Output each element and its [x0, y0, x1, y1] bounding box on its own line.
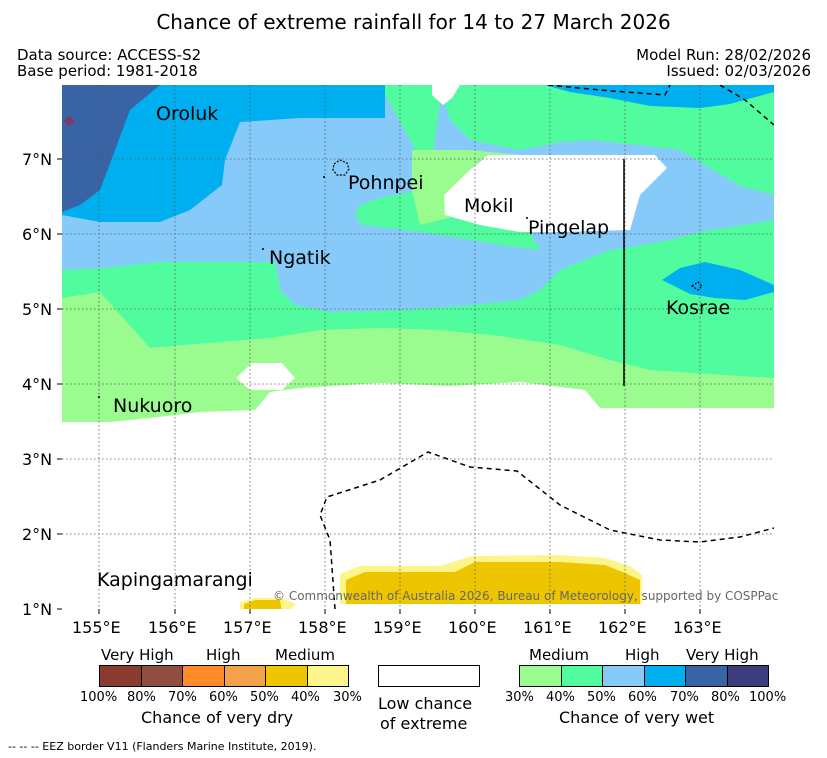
place-pingelap: Pingelap	[528, 217, 610, 239]
place-pohnpei: Pohnpei	[348, 172, 424, 194]
pingelap-marker	[526, 217, 528, 219]
lat-label-6n: 6°N	[22, 225, 53, 244]
dry-legend-swatch	[141, 666, 183, 686]
dry-pct-50: 50%	[250, 690, 279, 705]
wet-60-70-kosrae-area	[662, 262, 774, 300]
wet-legend-swatch	[603, 666, 645, 686]
wet-legend-swatch	[686, 666, 728, 686]
low-chance-patch-top	[432, 85, 460, 105]
dry-legend-swatch	[266, 666, 308, 686]
wet-legend-header-high: High	[625, 646, 660, 664]
dry-legend-swatch	[183, 666, 225, 686]
lon-label-161e: 161°E	[523, 618, 572, 637]
lon-label-162e: 162°E	[598, 618, 647, 637]
dry-legend-header-medium: Medium	[275, 646, 335, 664]
dry-pct-40: 40%	[291, 690, 320, 705]
wet-legend-swatch	[644, 666, 686, 686]
place-mokil: Mokil	[464, 195, 514, 217]
lon-label-158e: 158°E	[298, 618, 347, 637]
copyright-text: © Commonwealth of Australia 2026, Bureau…	[273, 589, 779, 603]
wet-pct-70: 70%	[670, 690, 699, 705]
lon-label-159e: 159°E	[373, 618, 422, 637]
dry-legend-colorbar	[99, 665, 349, 687]
pohnpei-islet-marker	[323, 176, 325, 178]
place-kapingamarangi: Kapingamarangi	[97, 569, 253, 591]
wet-legend-label: Chance of very wet	[559, 708, 715, 727]
dry-pct-100: 100%	[80, 690, 118, 705]
chart-title: Chance of extreme rainfall for 14 to 27 …	[156, 10, 671, 34]
lon-label-155e: 155°E	[72, 618, 121, 637]
lon-label-160e: 160°E	[448, 618, 497, 637]
lat-label-1n: 1°N	[22, 600, 53, 619]
lon-label-163e: 163°E	[673, 618, 722, 637]
neutral-legend-label-line2: of extreme	[380, 714, 468, 733]
lat-label-5n: 5°N	[22, 300, 53, 319]
wet-60-70-area	[62, 85, 385, 222]
wet-legend-swatch	[520, 666, 562, 686]
lat-label-7n: 7°N	[22, 150, 53, 169]
place-nukuoro: Nukuoro	[113, 395, 193, 417]
lat-label-2n: 2°N	[22, 525, 53, 544]
lat-label-3n: 3°N	[22, 450, 53, 469]
neutral-legend-box	[378, 665, 480, 687]
pohnpei-island	[332, 159, 350, 176]
low-chance-patch-mokil	[444, 155, 667, 232]
neutral-legend-label-line1: Low chance	[378, 694, 473, 713]
model-run-text: Model Run: 28/02/2026	[636, 46, 811, 64]
wet-pct-40: 40%	[546, 690, 575, 705]
wet-70-80-area	[62, 85, 160, 212]
wet-pct-50: 50%	[587, 690, 616, 705]
place-oroluk: Oroluk	[156, 103, 219, 125]
wet-legend-swatch	[561, 666, 603, 686]
lon-label-156e: 156°E	[148, 618, 197, 637]
dry-pct-60: 60%	[209, 690, 238, 705]
place-kosrae: Kosrae	[666, 297, 731, 319]
dry-pct-80: 80%	[127, 690, 156, 705]
low-chance-patch-ngatik	[236, 363, 295, 390]
dry-legend-swatch	[100, 666, 142, 686]
kosrae-island	[690, 281, 703, 291]
gridlines	[62, 85, 774, 609]
base-period-text: Base period: 1981-2018	[17, 62, 198, 80]
wet-pct-80: 80%	[711, 690, 740, 705]
axis-ticks	[57, 158, 701, 614]
ngatik-marker	[262, 248, 264, 250]
wet-legend-header-very-high: Very High	[686, 646, 759, 664]
dry-legend-header-very-high: Very High	[101, 646, 174, 664]
map-layers	[62, 85, 774, 609]
dry-pct-70: 70%	[168, 690, 197, 705]
dry-legend-swatch	[307, 666, 348, 686]
dry-legend-swatch	[224, 666, 266, 686]
issued-text: Issued: 02/03/2026	[666, 62, 811, 80]
wet-pct-30: 30%	[505, 690, 534, 705]
data-source-text: Data source: ACCESS-S2	[17, 46, 202, 64]
oroluk-marker	[64, 115, 74, 127]
lon-label-157e: 157°E	[223, 618, 272, 637]
dry-legend-label: Chance of very dry	[141, 708, 294, 727]
eez-footnote: -- -- -- EEZ border V11 (Flanders Marine…	[8, 740, 317, 753]
dry-40-50-area	[346, 562, 640, 604]
wet-pct-100: 100%	[749, 690, 787, 705]
dry-legend-header-high: High	[206, 646, 241, 664]
wet-legend-colorbar	[519, 665, 769, 687]
wet-legend-swatch	[727, 666, 768, 686]
wet-30-40-inner-area	[412, 150, 520, 225]
wet-pct-60: 60%	[628, 690, 657, 705]
wet-legend-header-medium: Medium	[529, 646, 589, 664]
rainfall-map	[57, 85, 774, 614]
place-ngatik: Ngatik	[269, 247, 331, 269]
eez-borders	[319, 85, 774, 609]
dry-pct-30: 30%	[333, 690, 362, 705]
lat-label-4n: 4°N	[22, 375, 53, 394]
nukuoro-marker	[98, 396, 100, 398]
dry-40-50-small-area	[244, 600, 282, 609]
